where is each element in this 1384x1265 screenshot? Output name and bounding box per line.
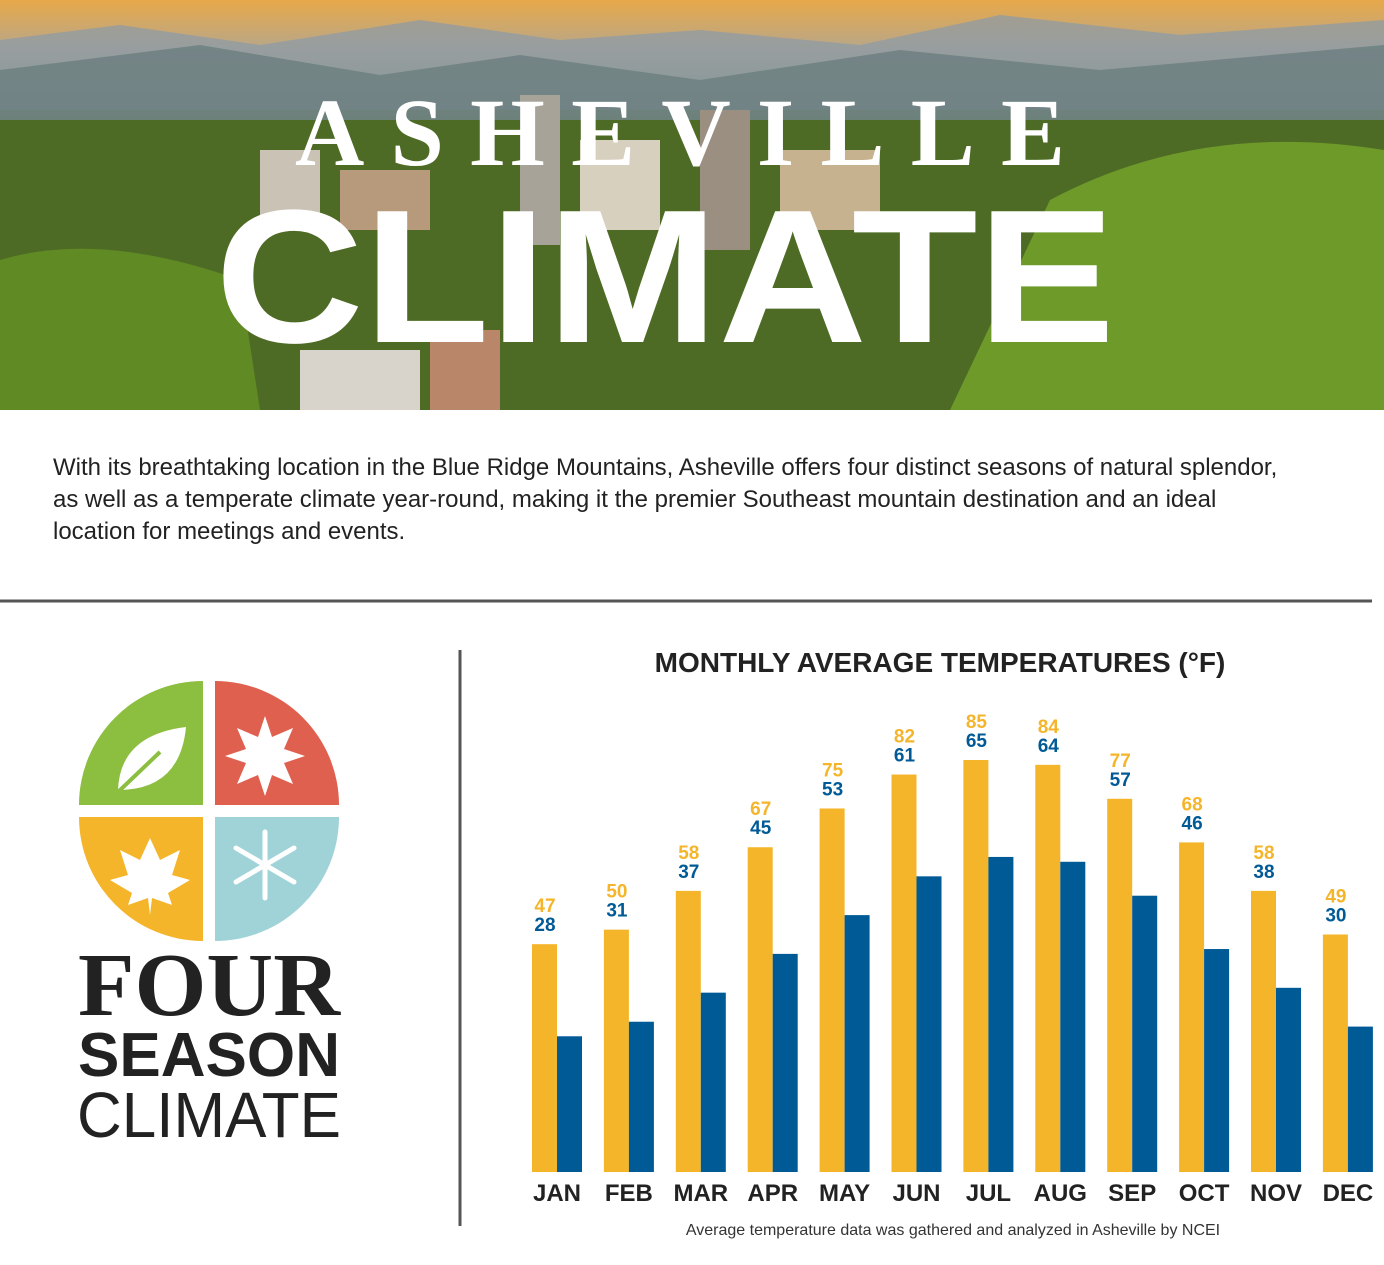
bar xyxy=(988,856,1014,1172)
bar xyxy=(1179,842,1205,1172)
bar xyxy=(1251,890,1276,1172)
bar xyxy=(747,847,773,1172)
value-label: 58 xyxy=(1253,843,1274,864)
value-label: 64 xyxy=(1038,736,1060,757)
value-label: 37 xyxy=(678,862,699,883)
hero-title-main: CLIMATE xyxy=(215,171,1115,383)
value-label: 85 xyxy=(966,712,988,733)
hero-image: ASHEVILLE CLIMATE xyxy=(0,0,1384,410)
x-tick-label: NOV xyxy=(1250,1180,1302,1207)
bar xyxy=(532,944,557,1172)
value-label: 65 xyxy=(966,731,988,752)
bar xyxy=(557,1036,582,1172)
value-label: 53 xyxy=(822,779,843,800)
bar xyxy=(963,760,989,1172)
value-label: 61 xyxy=(894,746,916,767)
x-tick-label: SEP xyxy=(1108,1180,1156,1207)
value-label: 31 xyxy=(606,901,628,922)
x-tick-label: DEC xyxy=(1323,1180,1374,1207)
bar xyxy=(675,890,701,1172)
value-label: 28 xyxy=(534,915,555,936)
bar xyxy=(819,808,845,1172)
x-tick-label: APR xyxy=(747,1180,798,1207)
value-label: 38 xyxy=(1253,862,1274,883)
bar xyxy=(1035,764,1061,1172)
value-label: 57 xyxy=(1110,770,1131,791)
bar xyxy=(1107,798,1133,1172)
x-tick-label: OCT xyxy=(1179,1180,1230,1207)
bar xyxy=(1204,949,1230,1172)
bar xyxy=(700,992,726,1172)
value-label: 49 xyxy=(1325,886,1346,907)
value-label: 77 xyxy=(1110,751,1131,772)
intro-text: With its breathtaking location in the Bl… xyxy=(53,454,1278,545)
season-logo: FOUR SEASON CLIMATE xyxy=(77,681,341,1151)
bar xyxy=(916,876,942,1172)
x-tick-label: JAN xyxy=(533,1180,581,1207)
bar xyxy=(1276,987,1301,1172)
value-label: 30 xyxy=(1325,905,1346,926)
value-label: 47 xyxy=(534,896,555,917)
chart-title: MONTHLY AVERAGE TEMPERATURES (°F) xyxy=(655,647,1226,678)
bar xyxy=(1322,934,1348,1172)
logo-line1: FOUR xyxy=(78,936,341,1035)
value-label: 67 xyxy=(750,799,771,820)
chart-footnote: Average temperature data was gathered an… xyxy=(686,1222,1220,1239)
logo-line3: CLIMATE xyxy=(77,1079,341,1151)
value-label: 45 xyxy=(750,818,772,839)
bar xyxy=(844,915,870,1172)
value-label: 68 xyxy=(1182,794,1203,815)
hero-title-top: ASHEVILLE xyxy=(295,79,1065,186)
bar xyxy=(603,929,629,1172)
x-tick-label: FEB xyxy=(605,1180,653,1207)
x-tick-label: AUG xyxy=(1034,1180,1087,1207)
x-tick-label: MAR xyxy=(673,1180,728,1207)
bar xyxy=(772,953,798,1172)
value-label: 46 xyxy=(1182,813,1203,834)
value-label: 50 xyxy=(606,882,627,903)
value-label: 58 xyxy=(678,843,699,864)
bar xyxy=(891,774,917,1172)
value-label: 82 xyxy=(894,727,915,748)
logo-line2: SEASON xyxy=(78,1021,340,1090)
x-tick-label: JUL xyxy=(966,1180,1011,1207)
x-tick-label: MAY xyxy=(819,1180,870,1207)
bar xyxy=(1132,895,1158,1172)
x-tick-label: JUN xyxy=(892,1180,940,1207)
bar xyxy=(1060,861,1086,1172)
value-label: 75 xyxy=(822,760,844,781)
value-label: 84 xyxy=(1038,717,1060,738)
bar xyxy=(1347,1026,1373,1172)
bar xyxy=(628,1021,654,1172)
